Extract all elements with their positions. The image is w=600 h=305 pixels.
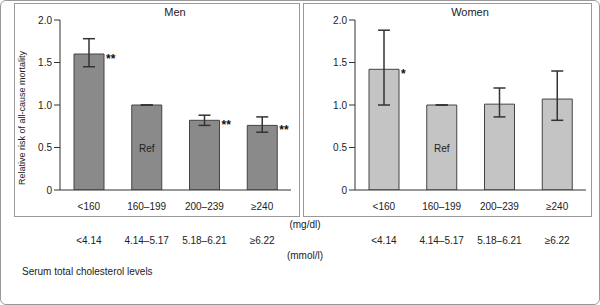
html-text:Men: Men: [164, 6, 186, 18]
svg-text:**: **: [106, 52, 116, 66]
svg-text:0.5: 0.5: [333, 142, 347, 153]
svg-text:≥240: ≥240: [251, 201, 274, 212]
svg-text:≥6.22: ≥6.22: [250, 235, 275, 246]
svg-text:160–199: 160–199: [422, 201, 461, 212]
svg-text:160–199: 160–199: [127, 201, 166, 212]
svg-text:**: **: [279, 123, 289, 137]
svg-text:<4.14: <4.14: [76, 235, 102, 246]
svg-text:<160: <160: [373, 201, 396, 212]
svg-text:≥240: ≥240: [546, 201, 569, 212]
svg-text:5.18–6.21: 5.18–6.21: [182, 235, 227, 246]
svg-text:1.5: 1.5: [38, 57, 52, 68]
svg-text:*: *: [401, 67, 406, 81]
svg-text:2.0: 2.0: [333, 15, 347, 26]
html-text:(mmol/l): (mmol/l): [286, 250, 323, 261]
svg-text:5.18–6.21: 5.18–6.21: [477, 235, 522, 246]
svg-text:Ref: Ref: [434, 143, 450, 154]
svg-text:Relative risk of all-cause mor: Relative risk of all-cause mortality: [17, 50, 27, 185]
svg-text:≥6.22: ≥6.22: [545, 235, 570, 246]
svg-text:Ref: Ref: [139, 143, 155, 154]
svg-text:<160: <160: [78, 201, 101, 212]
svg-text:200–239: 200–239: [185, 201, 224, 212]
svg-text:1.5: 1.5: [333, 57, 347, 68]
svg-text:<4.14: <4.14: [371, 235, 397, 246]
svg-text:**: **: [222, 118, 232, 132]
svg-text:4.14–5.17: 4.14–5.17: [419, 235, 464, 246]
html-text:Serum total cholesterol levels: Serum total cholesterol levels: [22, 266, 153, 277]
svg-text:0.5: 0.5: [38, 142, 52, 153]
svg-text:2.0: 2.0: [38, 15, 52, 26]
svg-text:1.0: 1.0: [38, 100, 52, 111]
html-text:Women: Women: [451, 6, 489, 18]
svg-text:0: 0: [46, 185, 52, 196]
svg-text:200–239: 200–239: [480, 201, 519, 212]
svg-text:0: 0: [341, 185, 347, 196]
html-text:(mg/dl): (mg/dl): [289, 219, 321, 230]
svg-text:1.0: 1.0: [333, 100, 347, 111]
svg-text:4.14–5.17: 4.14–5.17: [124, 235, 169, 246]
